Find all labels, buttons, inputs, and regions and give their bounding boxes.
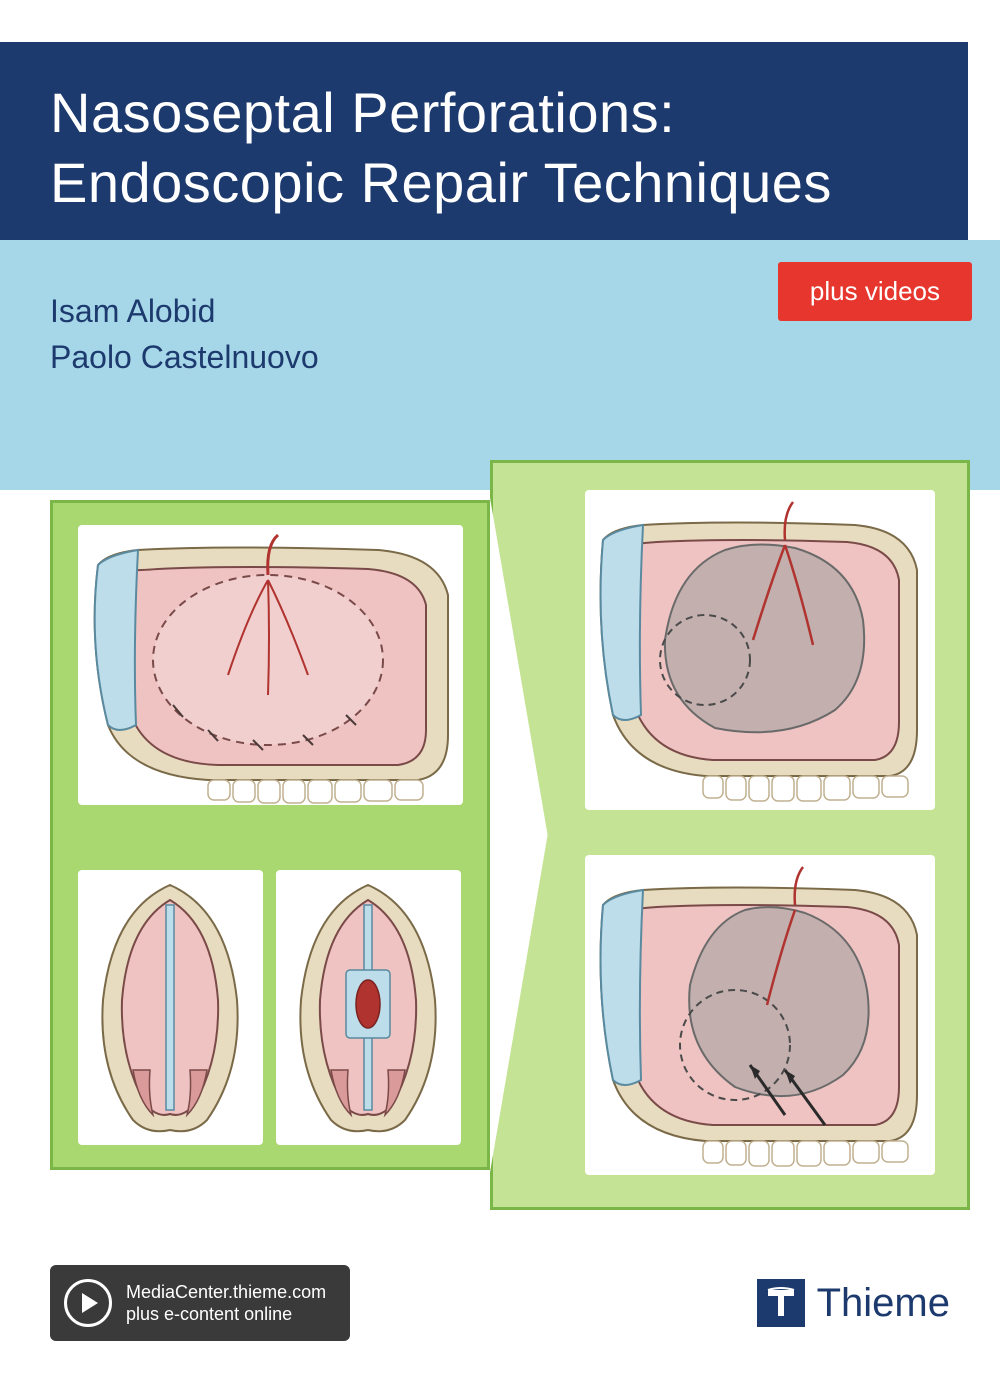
illustration-area <box>50 460 970 1210</box>
publisher-name: Thieme <box>817 1281 950 1326</box>
play-icon <box>64 1279 112 1327</box>
author-2: Paolo Castelnuovo <box>50 334 950 380</box>
plus-videos-badge: plus videos <box>778 262 972 321</box>
title-line-1: Nasoseptal Perforations: <box>50 78 918 148</box>
figure-sagittal-flap <box>78 525 463 805</box>
figure-coronal-right <box>276 870 461 1145</box>
figure-sagittal-graft-upper <box>585 490 935 810</box>
publisher: Thieme <box>757 1279 950 1327</box>
publisher-logo-icon <box>757 1279 805 1327</box>
title-banner: Nasoseptal Perforations: Endoscopic Repa… <box>0 42 968 258</box>
authors-section: Isam Alobid Paolo Castelnuovo plus video… <box>0 240 1000 490</box>
media-line-1: MediaCenter.thieme.com <box>126 1281 326 1304</box>
figure-sagittal-graft-lower <box>585 855 935 1175</box>
book-cover: Nasoseptal Perforations: Endoscopic Repa… <box>0 0 1000 1381</box>
media-line-2: plus e-content online <box>126 1303 326 1326</box>
media-center-badge: MediaCenter.thieme.com plus e-content on… <box>50 1265 350 1341</box>
footer: MediaCenter.thieme.com plus e-content on… <box>50 1265 950 1341</box>
title-line-2: Endoscopic Repair Techniques <box>50 148 918 218</box>
figure-coronal-left <box>78 870 263 1145</box>
